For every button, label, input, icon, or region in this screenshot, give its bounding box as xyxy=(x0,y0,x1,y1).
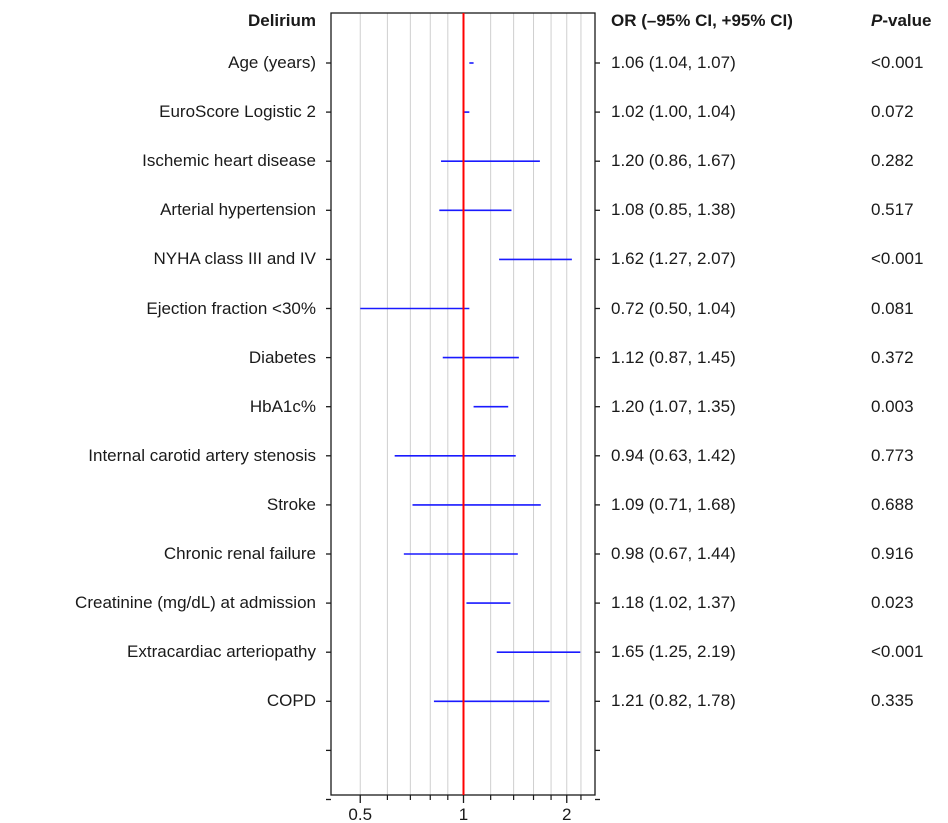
or-value: 1.65 (1.25, 2.19) xyxy=(611,642,736,662)
p-value-column-header: P-value xyxy=(871,11,931,31)
or-value: 1.08 (0.85, 1.38) xyxy=(611,200,736,220)
or-value: 1.21 (0.82, 1.78) xyxy=(611,691,736,711)
p-value: <0.001 xyxy=(871,53,924,72)
or-value: 0.72 (0.50, 1.04) xyxy=(611,298,736,318)
x-tick-label: 2 xyxy=(562,805,571,823)
p-italic: P xyxy=(871,11,883,30)
row-label: Stroke xyxy=(266,494,316,514)
label-column-header: Delirium xyxy=(247,11,316,30)
p-value: 0.517 xyxy=(871,200,914,220)
row-label: EuroScore Logistic 2 xyxy=(159,102,316,122)
or-value: 1.20 (0.86, 1.67) xyxy=(611,151,736,171)
row-label: Creatinine (mg/dL) at admission xyxy=(75,593,316,613)
row-label: Age (years) xyxy=(228,53,316,72)
row-label: Internal carotid artery stenosis xyxy=(88,445,316,465)
p-value: 0.916 xyxy=(871,544,914,563)
or-value: 0.94 (0.63, 1.42) xyxy=(611,445,736,465)
or-column-header: OR (–95% CI, +95% CI) xyxy=(611,11,793,30)
row-label: Ejection fraction <30% xyxy=(146,298,316,318)
or-value: 1.12 (0.87, 1.45) xyxy=(611,347,736,367)
p-value: 0.081 xyxy=(871,298,914,318)
p-suffix: -value xyxy=(882,11,932,30)
x-tick-label: 0.5 xyxy=(348,805,372,823)
row-label: Diabetes xyxy=(248,347,316,367)
row-label: Ischemic heart disease xyxy=(142,151,316,171)
row-label: Arterial hypertension xyxy=(160,200,316,220)
row-label: NYHA class III and IV xyxy=(153,249,316,269)
or-value: 1.02 (1.00, 1.04) xyxy=(611,102,736,122)
p-value: <0.001 xyxy=(871,249,924,269)
p-value: 0.773 xyxy=(871,445,914,465)
or-value: 1.62 (1.27, 2.07) xyxy=(611,249,736,269)
row-label: COPD xyxy=(266,691,316,711)
row-label: Chronic renal failure xyxy=(163,544,316,563)
row-label: Extracardiac arteriopathy xyxy=(127,642,316,662)
or-value: 0.98 (0.67, 1.44) xyxy=(611,544,736,563)
p-value: 0.072 xyxy=(871,102,914,122)
p-value: 0.023 xyxy=(871,593,914,613)
or-value: 1.20 (1.07, 1.35) xyxy=(611,396,736,416)
p-value: 0.003 xyxy=(871,396,914,416)
p-value: 0.688 xyxy=(871,494,914,514)
or-value: 1.06 (1.04, 1.07) xyxy=(611,53,736,72)
p-value: <0.001 xyxy=(871,642,924,662)
p-value: 0.372 xyxy=(871,347,914,367)
p-value: 0.335 xyxy=(871,691,914,711)
x-tick-label: 1 xyxy=(459,805,468,823)
or-value: 1.18 (1.02, 1.37) xyxy=(611,593,736,613)
or-value: 1.09 (0.71, 1.68) xyxy=(611,494,736,514)
row-label: HbA1c% xyxy=(249,396,316,416)
p-value: 0.282 xyxy=(871,151,914,171)
